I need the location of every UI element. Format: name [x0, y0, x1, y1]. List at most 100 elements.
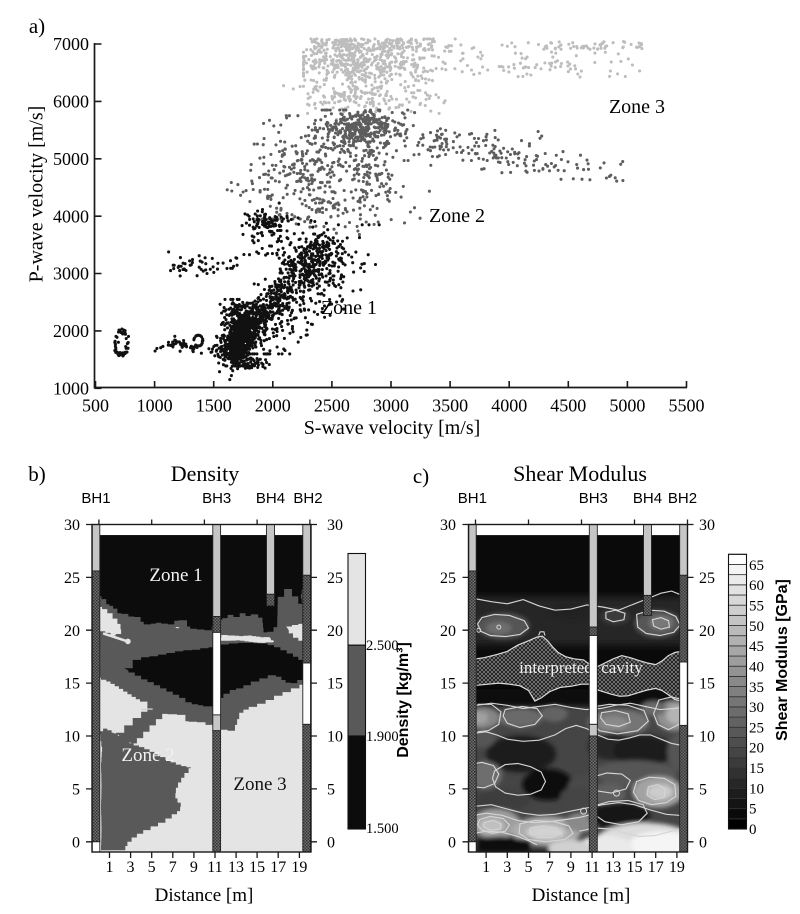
svg-text:15: 15 [440, 676, 456, 693]
svg-text:10: 10 [699, 729, 715, 746]
svg-text:5: 5 [72, 781, 80, 798]
svg-text:cavity: cavity [601, 658, 643, 677]
svg-text:3: 3 [127, 859, 135, 876]
svg-text:5: 5 [749, 802, 757, 818]
svg-text:20: 20 [749, 741, 764, 757]
svg-text:30: 30 [327, 517, 343, 534]
svg-text:5000: 5000 [609, 396, 645, 416]
svg-text:30: 30 [699, 517, 715, 534]
svg-text:11: 11 [207, 859, 222, 876]
svg-text:b): b) [28, 462, 46, 486]
svg-text:15: 15 [627, 859, 643, 876]
svg-text:10: 10 [440, 729, 456, 746]
svg-text:BH2: BH2 [668, 490, 697, 507]
svg-text:BH1: BH1 [458, 490, 487, 507]
svg-text:2500: 2500 [314, 396, 350, 416]
svg-text:BH4: BH4 [633, 490, 662, 507]
svg-text:25: 25 [64, 570, 80, 587]
svg-text:7000: 7000 [53, 34, 89, 54]
svg-text:0: 0 [699, 834, 707, 851]
svg-text:9: 9 [190, 859, 198, 876]
svg-text:BH3: BH3 [579, 490, 608, 507]
svg-text:1: 1 [105, 859, 113, 876]
svg-text:Shear Modulus: Shear Modulus [513, 461, 647, 486]
svg-text:3000: 3000 [53, 264, 89, 284]
svg-text:1000: 1000 [137, 396, 173, 416]
svg-text:7: 7 [546, 859, 554, 876]
svg-text:30: 30 [749, 700, 764, 716]
svg-text:Shear Modulus [GPa]: Shear Modulus [GPa] [774, 579, 791, 741]
svg-text:25: 25 [749, 720, 764, 736]
svg-text:25: 25 [440, 570, 456, 587]
svg-text:Density: Density [171, 461, 239, 486]
svg-text:0: 0 [448, 834, 456, 851]
svg-text:20: 20 [64, 623, 80, 640]
svg-text:15: 15 [64, 676, 80, 693]
svg-text:3500: 3500 [432, 396, 468, 416]
svg-text:20: 20 [440, 623, 456, 640]
svg-text:5000: 5000 [53, 149, 89, 169]
svg-text:Zone 3: Zone 3 [609, 96, 665, 118]
svg-text:Density [kg/m³]: Density [kg/m³] [395, 642, 412, 758]
svg-text:17: 17 [270, 859, 286, 876]
svg-text:40: 40 [749, 659, 764, 675]
svg-text:65: 65 [749, 558, 764, 574]
svg-text:5500: 5500 [669, 396, 705, 416]
svg-text:Distance [m]: Distance [m] [155, 885, 254, 906]
svg-text:BH2: BH2 [293, 490, 322, 507]
svg-text:4000: 4000 [53, 206, 89, 226]
svg-text:15: 15 [749, 761, 764, 777]
svg-text:BH1: BH1 [81, 490, 110, 507]
svg-text:13: 13 [605, 859, 621, 876]
svg-text:a): a) [29, 14, 45, 38]
svg-text:Distance [m]: Distance [m] [532, 885, 631, 906]
svg-text:500: 500 [82, 396, 109, 416]
svg-text:1: 1 [482, 859, 490, 876]
svg-text:S-wave velocity [m/s]: S-wave velocity [m/s] [304, 417, 481, 439]
svg-text:10: 10 [327, 729, 343, 746]
svg-text:25: 25 [699, 570, 715, 587]
svg-text:BH3: BH3 [202, 490, 231, 507]
svg-text:4000: 4000 [491, 396, 527, 416]
svg-text:19: 19 [291, 859, 307, 876]
svg-text:10: 10 [64, 729, 80, 746]
svg-text:interpreted: interpreted [519, 658, 593, 677]
svg-text:4500: 4500 [550, 396, 586, 416]
svg-text:50: 50 [749, 619, 764, 635]
svg-text:20: 20 [699, 623, 715, 640]
svg-text:45: 45 [749, 639, 764, 655]
svg-text:60: 60 [749, 578, 764, 594]
svg-text:3000: 3000 [373, 396, 409, 416]
svg-text:15: 15 [699, 676, 715, 693]
svg-text:0: 0 [749, 822, 757, 838]
svg-text:2000: 2000 [255, 396, 291, 416]
svg-text:BH4: BH4 [256, 490, 285, 507]
svg-text:2000: 2000 [53, 321, 89, 341]
svg-text:5: 5 [327, 781, 335, 798]
svg-text:5: 5 [699, 781, 707, 798]
svg-text:13: 13 [228, 859, 244, 876]
svg-text:P-wave velocity [m/s]: P-wave velocity [m/s] [26, 106, 48, 283]
svg-text:Zone 3: Zone 3 [233, 774, 286, 795]
svg-text:0: 0 [72, 834, 80, 851]
svg-text:Zone 1: Zone 1 [321, 297, 377, 319]
svg-text:5: 5 [148, 859, 156, 876]
svg-text:5: 5 [448, 781, 456, 798]
svg-text:30: 30 [440, 517, 456, 534]
svg-text:3: 3 [503, 859, 511, 876]
svg-text:Zone 2: Zone 2 [429, 205, 485, 227]
svg-text:25: 25 [327, 570, 343, 587]
svg-text:Zone 1: Zone 1 [149, 565, 202, 586]
svg-text:6000: 6000 [53, 92, 89, 112]
svg-text:17: 17 [648, 859, 664, 876]
svg-text:1.500: 1.500 [366, 821, 399, 837]
svg-text:c): c) [413, 464, 429, 488]
svg-text:7: 7 [169, 859, 177, 876]
svg-text:55: 55 [749, 598, 764, 614]
svg-text:15: 15 [327, 676, 343, 693]
svg-text:0: 0 [327, 834, 335, 851]
svg-text:10: 10 [749, 781, 764, 797]
svg-text:1.900: 1.900 [366, 729, 399, 745]
svg-text:1500: 1500 [196, 396, 232, 416]
svg-text:20: 20 [327, 623, 343, 640]
